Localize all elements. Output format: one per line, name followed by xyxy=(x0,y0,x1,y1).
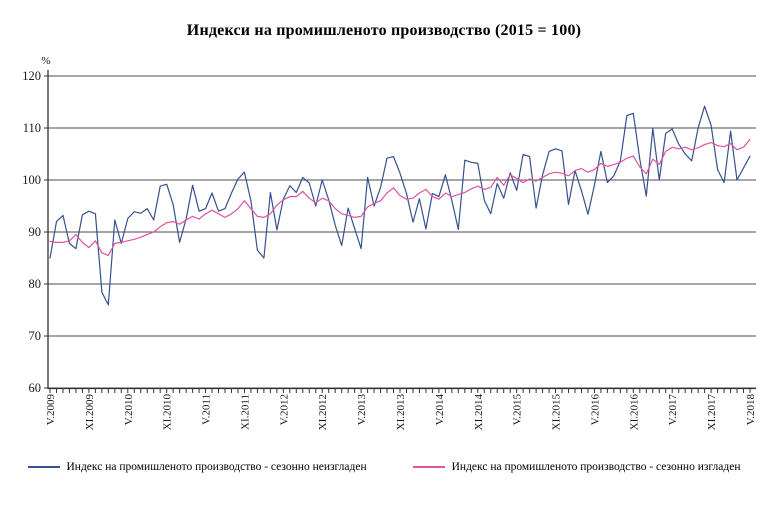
chart-legend: Индекс на промишленото производство - се… xyxy=(0,461,768,473)
x-tick-label-V.2016: V.2016 xyxy=(589,394,601,426)
y-axis-unit-label: % xyxy=(41,55,50,67)
x-tick-label-V.2013: V.2013 xyxy=(356,394,368,426)
x-tick-label-V.2012: V.2012 xyxy=(278,394,290,425)
adjusted-series-label: Индекс на промишленото производство - се… xyxy=(451,461,741,473)
unadjusted-index-line xyxy=(49,105,751,306)
x-tick-label-XI.2014: XI.2014 xyxy=(473,394,485,431)
x-tick-label-XI.2012: XI.2012 xyxy=(317,394,329,430)
unadjusted-series-label: Индекс на промишленото производство - се… xyxy=(66,461,367,473)
x-tick-label-XI.2013: XI.2013 xyxy=(395,394,407,431)
x-tick-label-XI.2017: XI.2017 xyxy=(706,394,718,431)
x-tick-label-V.2011: V.2011 xyxy=(201,394,213,425)
x-tick-label-V.2010: V.2010 xyxy=(123,394,135,426)
x-tick-label-XI.2010: XI.2010 xyxy=(162,394,174,431)
x-tick-label-V.2015: V.2015 xyxy=(512,394,524,426)
y-tick-label-120: 120 xyxy=(22,69,41,83)
y-tick-label-90: 90 xyxy=(29,225,42,239)
x-tick-label-V.2017: V.2017 xyxy=(667,394,679,426)
unadjusted-series-swatch xyxy=(27,466,60,468)
x-tick-label-XI.2009: XI.2009 xyxy=(84,394,96,431)
y-tick-label-110: 110 xyxy=(23,121,41,135)
y-tick-label-60: 60 xyxy=(29,381,42,395)
legend-item-adjusted: Индекс на промишленото производство - се… xyxy=(412,461,741,473)
x-tick-label-V.2014: V.2014 xyxy=(434,394,446,426)
y-tick-label-100: 100 xyxy=(22,173,41,187)
x-tick-label-XI.2011: XI.2011 xyxy=(239,394,251,430)
x-tick-label-V.2009: V.2009 xyxy=(45,394,57,426)
chart-title: Индекси на промишленото производство (20… xyxy=(186,22,582,39)
x-tick-label-XI.2015: XI.2015 xyxy=(551,394,563,431)
y-tick-label-70: 70 xyxy=(29,329,42,343)
legend-item-unadjusted: Индекс на промишленото производство - се… xyxy=(27,461,367,473)
x-tick-label-V.2018: V.2018 xyxy=(745,394,757,426)
adjusted-index-line xyxy=(49,138,751,256)
y-tick-label-80: 80 xyxy=(29,277,42,291)
adjusted-series-swatch xyxy=(412,466,445,468)
x-tick-label-XI.2016: XI.2016 xyxy=(628,394,640,431)
